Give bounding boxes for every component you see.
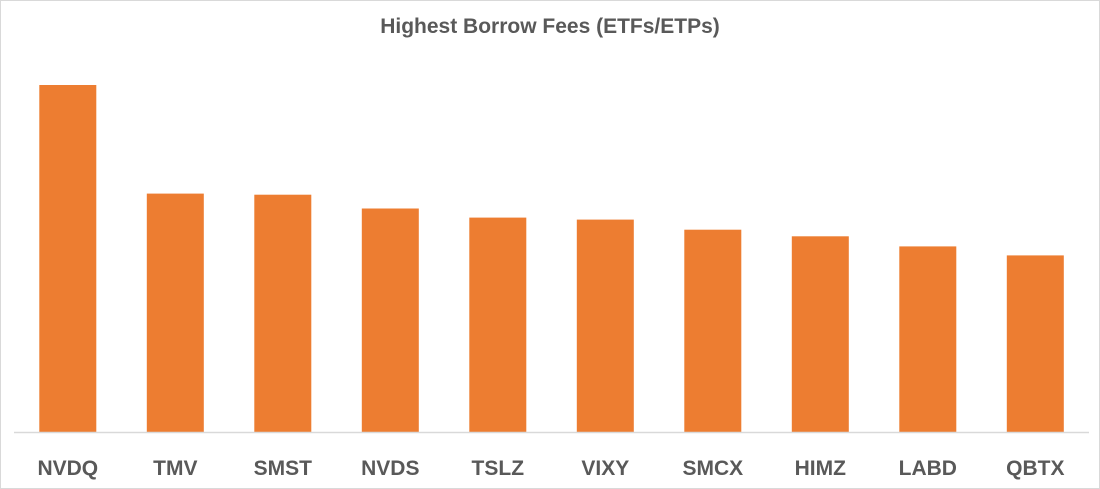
- bar-qbtx: [1006, 255, 1064, 432]
- x-tick-labels: NVDQ TMV SMST NVDS TSLZ VIXY SMCX HIMZ LABD QBTX: [37, 457, 1064, 480]
- bar-tslz: [469, 217, 527, 432]
- tick-label-vixy: VIXY: [581, 457, 629, 480]
- bar-labd: [899, 246, 957, 432]
- chart-title: Highest Borrow Fees (ETFs/ETPs): [380, 15, 720, 38]
- bar-smst: [254, 194, 312, 432]
- bar-nvds: [361, 208, 419, 432]
- tick-label-smcx: SMCX: [682, 457, 743, 480]
- bars-group: [39, 85, 1064, 432]
- tick-label-nvdq: NVDQ: [37, 457, 98, 480]
- tick-label-smst: SMST: [254, 457, 313, 480]
- bar-vixy: [576, 219, 634, 432]
- tick-label-labd: LABD: [899, 457, 957, 480]
- tick-label-tmv: TMV: [153, 457, 197, 480]
- bar-nvdq: [39, 85, 97, 432]
- tick-label-qbtx: QBTX: [1006, 457, 1064, 480]
- bar-tmv: [146, 193, 204, 432]
- tick-label-himz: HIMZ: [795, 457, 846, 480]
- tick-label-tslz: TSLZ: [472, 457, 525, 480]
- bar-himz: [791, 236, 849, 432]
- tick-label-nvds: NVDS: [361, 457, 419, 480]
- bar-smcx: [684, 229, 742, 432]
